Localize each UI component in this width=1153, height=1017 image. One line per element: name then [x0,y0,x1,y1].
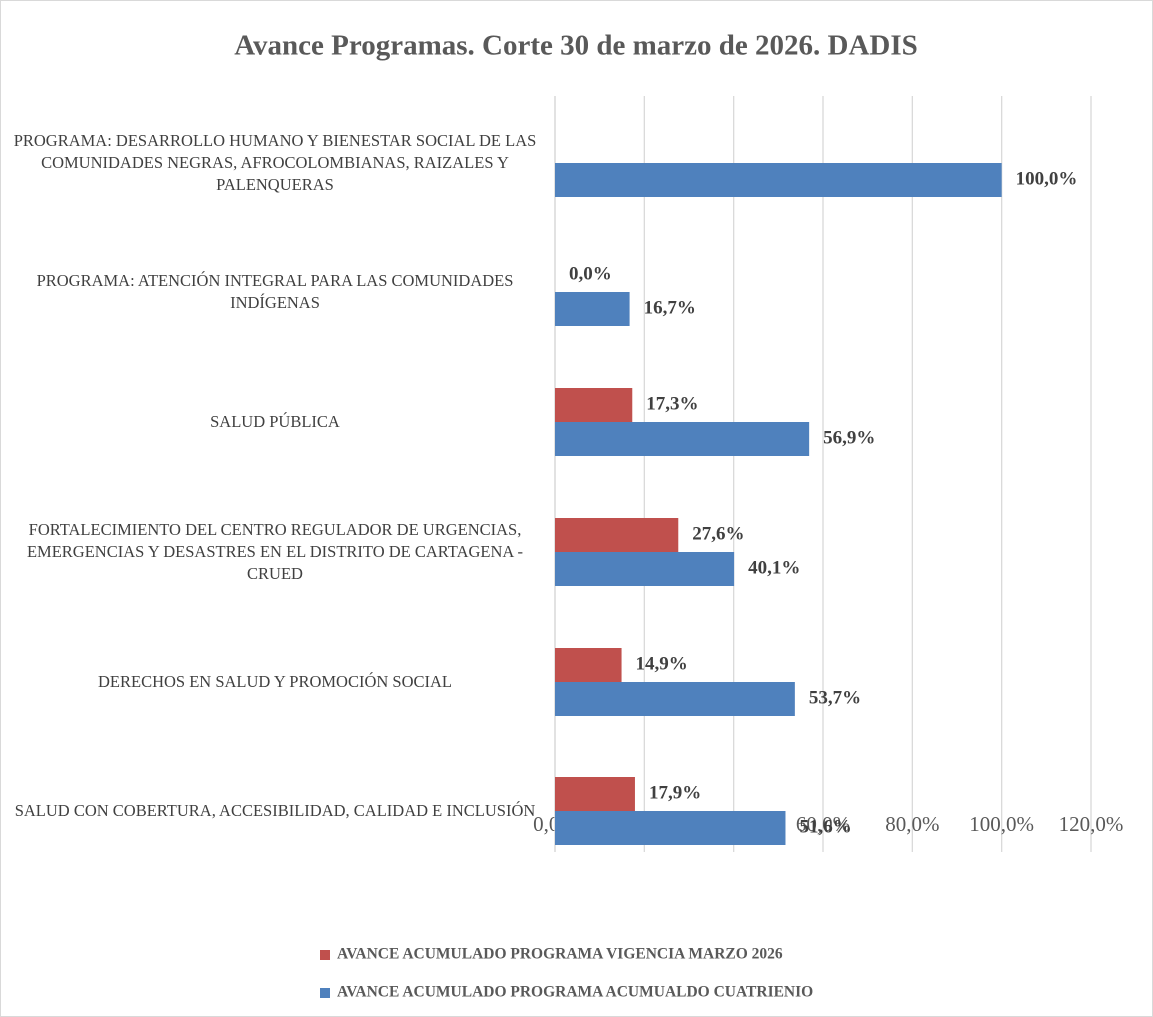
legend-swatch [320,988,330,998]
bar [555,777,635,811]
value-label: 27,6% [692,523,744,544]
legend-label: AVANCE ACUMULADO PROGRAMA VIGENCIA MARZO… [337,946,783,963]
y-tick-label: FORTALECIMIENTO DEL CENTRO REGULADOR DE … [26,520,524,583]
bar [555,422,810,456]
x-tick-label: 80,0% [885,812,939,836]
y-tick-label: DERECHOS EN SALUD Y PROMOCIÓN SOCIAL [97,672,452,691]
chart-title: Avance Programas. Corte 30 de marzo de 2… [234,30,918,62]
value-label: 53,7% [809,687,861,708]
value-label: 0,0% [569,263,612,284]
bar [555,518,679,552]
value-label: 14,9% [636,653,688,674]
y-tick-label: PROGRAMA: ATENCIÓN INTEGRAL PARA LAS COM… [36,271,514,312]
x-tick-label: 120,0% [1059,812,1124,836]
y-tick-label: PROGRAMA: DESARROLLO HUMANO Y BIENESTAR … [13,131,537,194]
x-tick-label: 100,0% [969,812,1034,836]
x-tick-label: 60,0% [796,812,850,836]
value-label: 17,3% [646,393,698,414]
value-label: 56,9% [823,427,875,448]
bar [555,682,795,716]
y-tick-label: SALUD CON COBERTURA, ACCESIBILIDAD, CALI… [14,801,536,820]
bar [555,163,1002,197]
value-label: 17,9% [649,782,701,803]
value-label: 40,1% [748,557,800,578]
bar [555,292,630,326]
legend-swatch [320,950,330,960]
bar [555,648,622,682]
bar [555,552,735,586]
bar [555,388,633,422]
y-tick-label: SALUD PÚBLICA [210,412,340,431]
legend-label: AVANCE ACUMULADO PROGRAMA ACUMUALDO CUAT… [337,984,813,1001]
value-label: 16,7% [644,297,696,318]
value-label: 51,6% [799,816,851,837]
value-label: 100,0% [1016,168,1078,189]
bar [555,811,786,845]
